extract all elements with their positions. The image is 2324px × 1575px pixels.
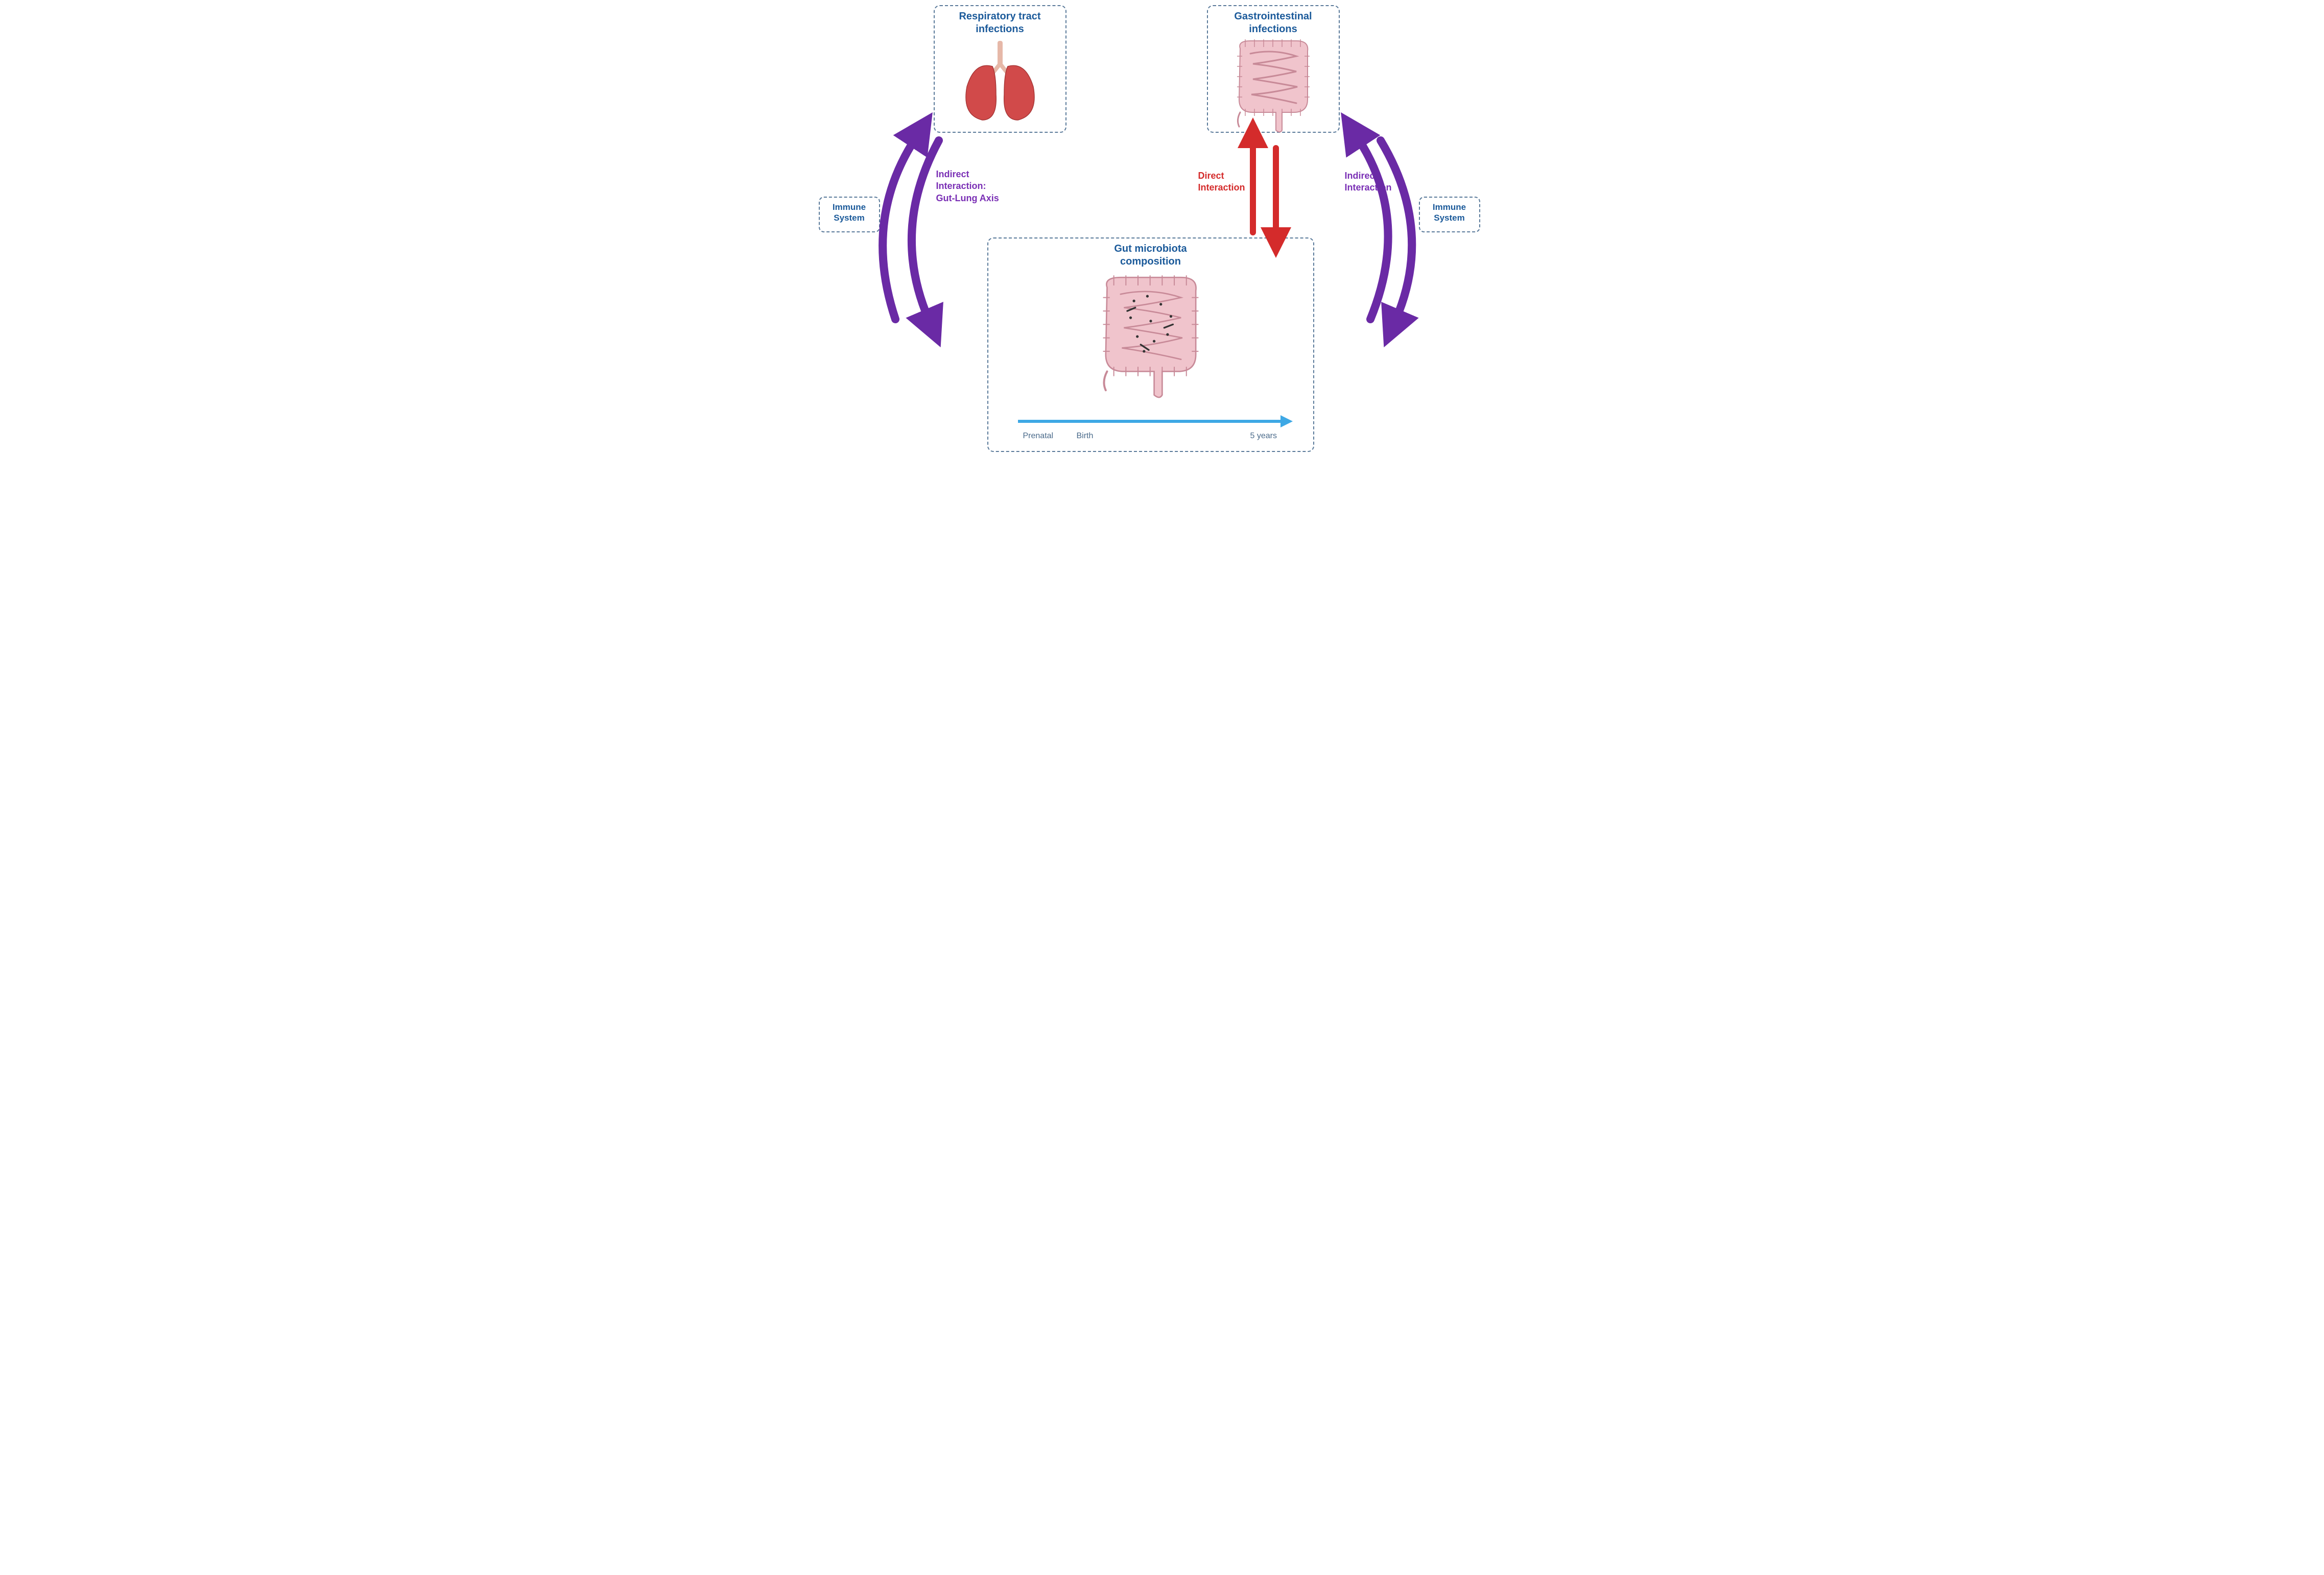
immune-system-left-title: Immune System [826,202,873,224]
immune-system-left-box: Immune System [819,197,880,232]
immune-system-right-box: Immune System [1419,197,1480,232]
intestine-top-icon [1225,36,1322,133]
timeline-5years-label: 5 years [1250,432,1277,441]
gastrointestinal-title: Gastrointestinal infections [1214,10,1333,36]
indirect-right-label: Indirect Interaction [1345,170,1392,194]
lungs-icon [954,38,1046,125]
gut-microbiota-title: Gut microbiota composition [994,243,1307,268]
respiratory-title: Respiratory tract infections [941,10,1059,36]
direct-label: Direct Interaction [1198,170,1245,194]
diagram-canvas: Respiratory tract infections Gastrointes… [814,0,1511,472]
timeline-birth-label: Birth [1077,432,1094,441]
immune-system-right-title: Immune System [1426,202,1473,224]
timeline-prenatal-label: Prenatal [1023,432,1054,441]
indirect-left-label: Indirect Interaction: Gut-Lung Axis [936,169,999,204]
intestine-bottom-icon [1087,271,1215,398]
